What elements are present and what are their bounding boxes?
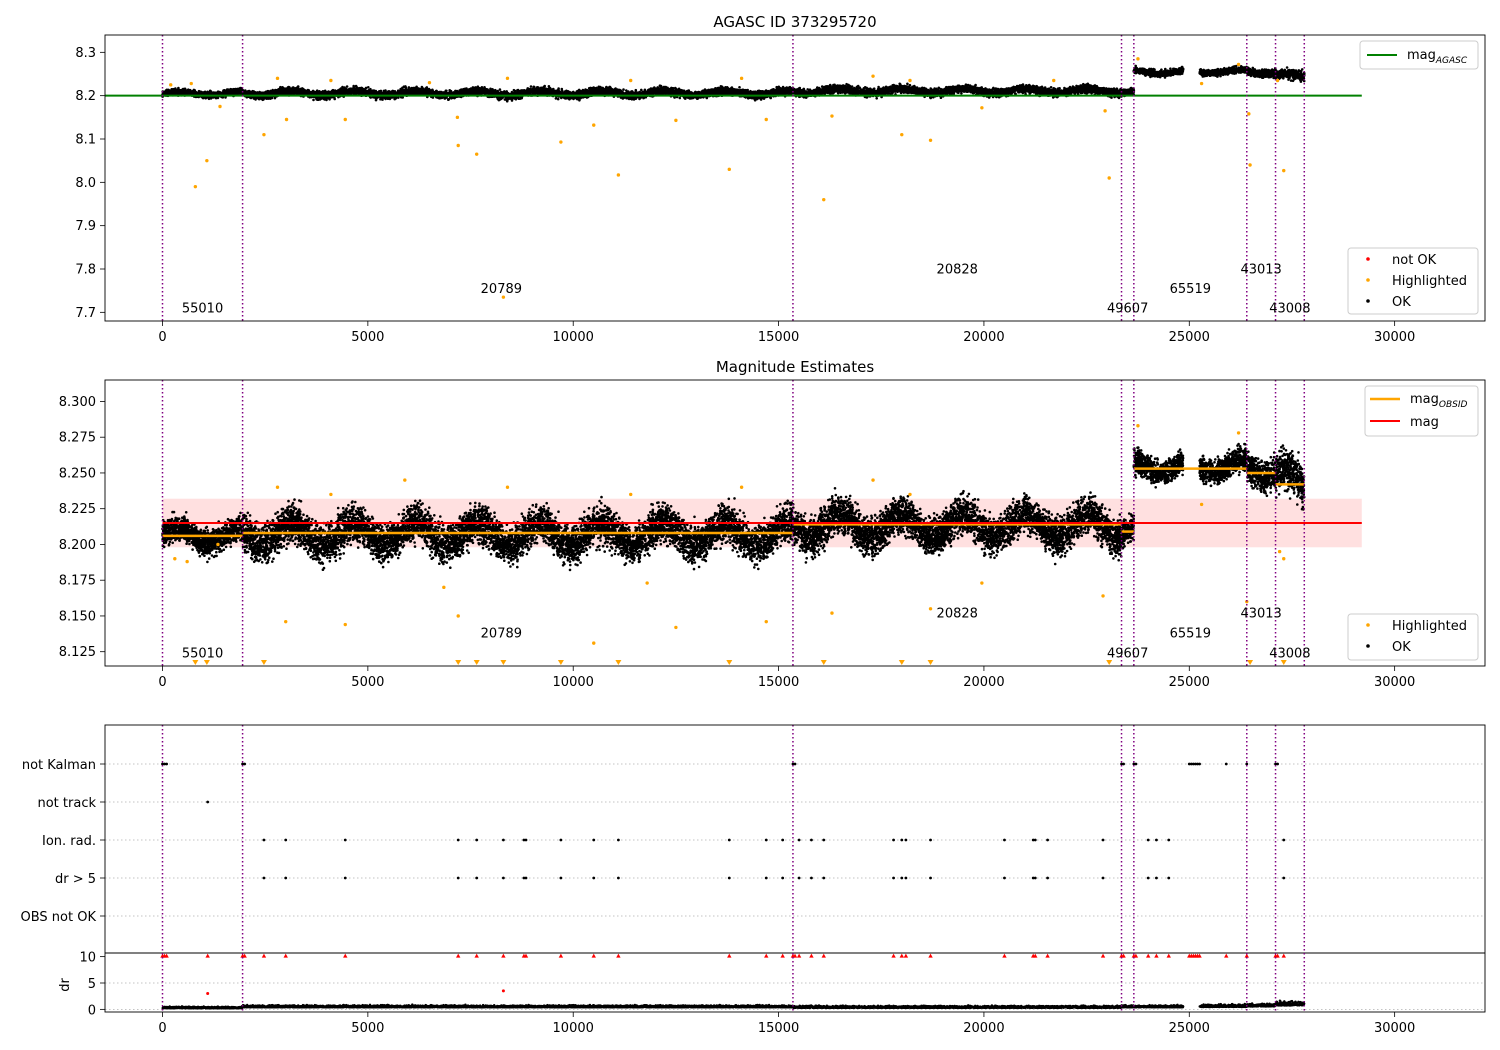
agasc-ok-point (394, 97, 398, 100)
agasc-ok-point (529, 85, 533, 88)
agasc-ok-point (498, 88, 502, 91)
agasc-ok-point (403, 89, 406, 92)
agasc-ok-point (231, 90, 235, 94)
agasc-ok-point (381, 98, 384, 101)
agasc-ok-point (237, 87, 241, 91)
agasc-ok-point (193, 89, 197, 92)
agasc-ok-point (622, 88, 625, 91)
agasc-ok-point (216, 90, 220, 93)
agasc-ok-point (228, 90, 232, 93)
agasc-ok-point (374, 98, 378, 102)
agasc-ok-point (174, 87, 177, 90)
agasc-ok-point (554, 97, 558, 100)
agasc-ok-point (188, 92, 191, 95)
agasc-ok-point (640, 88, 643, 92)
agasc-ok-point (169, 92, 173, 95)
agasc-ok-point (547, 85, 551, 88)
agasc-ok-point (219, 91, 222, 95)
agasc-ok-point (345, 85, 349, 88)
agasc-ok-point (354, 84, 358, 88)
agasc-ok-point (237, 91, 240, 95)
agasc-panel: AGASC ID 373295720 550102078920828496076… (75, 13, 1486, 345)
agasc-ok-point (185, 91, 189, 95)
agasc-ok-point (171, 90, 174, 93)
agasc-ok-point (174, 90, 178, 94)
agasc-ok-point (512, 88, 516, 92)
agasc-ok-point (323, 89, 327, 93)
agasc-ok-point (567, 91, 571, 94)
agasc-ok-point (190, 91, 194, 95)
agasc-ok-point (211, 91, 215, 95)
agasc-ok-point (186, 89, 190, 92)
agasc-ok-point (204, 91, 207, 95)
agasc-ok-point (225, 90, 228, 94)
agasc-ok-point (556, 97, 560, 101)
agasc-ok-point (738, 86, 741, 89)
agasc-ok-point (367, 86, 370, 89)
agasc-ok-point (165, 89, 168, 92)
agasc-panel-title: AGASC ID 373295720 (713, 13, 876, 31)
agasc-ok-point (312, 98, 315, 102)
agasc-ok-point (352, 84, 356, 88)
agasc-ok-point (407, 86, 411, 89)
agasc-ok-point (167, 92, 170, 95)
agasc-ok-point (222, 91, 226, 94)
